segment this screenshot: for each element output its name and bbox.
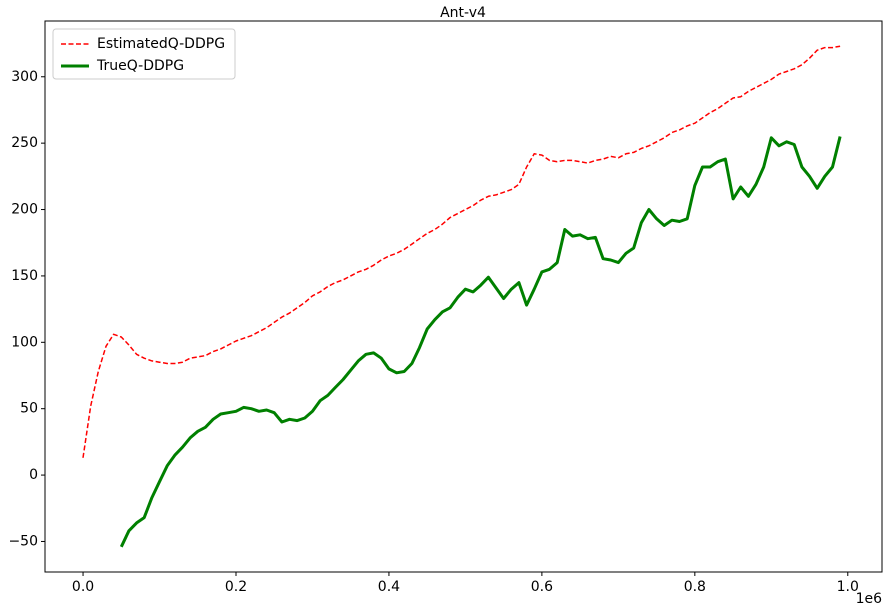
plot-frame	[44, 20, 883, 573]
y-tick-label: 50	[20, 401, 38, 417]
line-series	[82, 45, 841, 458]
legend-label: TrueQ-DDPG	[96, 58, 184, 74]
y-tick-label: 300	[11, 69, 38, 85]
line-series	[119, 136, 842, 548]
y-tick-label: 150	[11, 268, 38, 284]
y-tick-label: 100	[11, 334, 38, 350]
y-tick-label: −50	[8, 533, 38, 549]
x-tick-label: 0.8	[684, 579, 706, 595]
y-tick-label: 250	[11, 135, 38, 151]
y-tick-label: 200	[11, 202, 38, 218]
chart-title: Ant-v4	[440, 5, 486, 21]
x-tick-label: 0.6	[531, 579, 553, 595]
x-offset-label: 1e6	[856, 591, 883, 607]
legend-label: EstimatedQ-DDPG	[97, 36, 225, 52]
x-tick-label: 0.4	[378, 579, 400, 595]
legend-box	[52, 28, 236, 80]
x-tick-label: 0.0	[72, 579, 94, 595]
x-tick-label: 1.0	[837, 579, 859, 595]
x-tick-label: 0.2	[225, 579, 247, 595]
y-tick-label: 0	[29, 467, 38, 483]
